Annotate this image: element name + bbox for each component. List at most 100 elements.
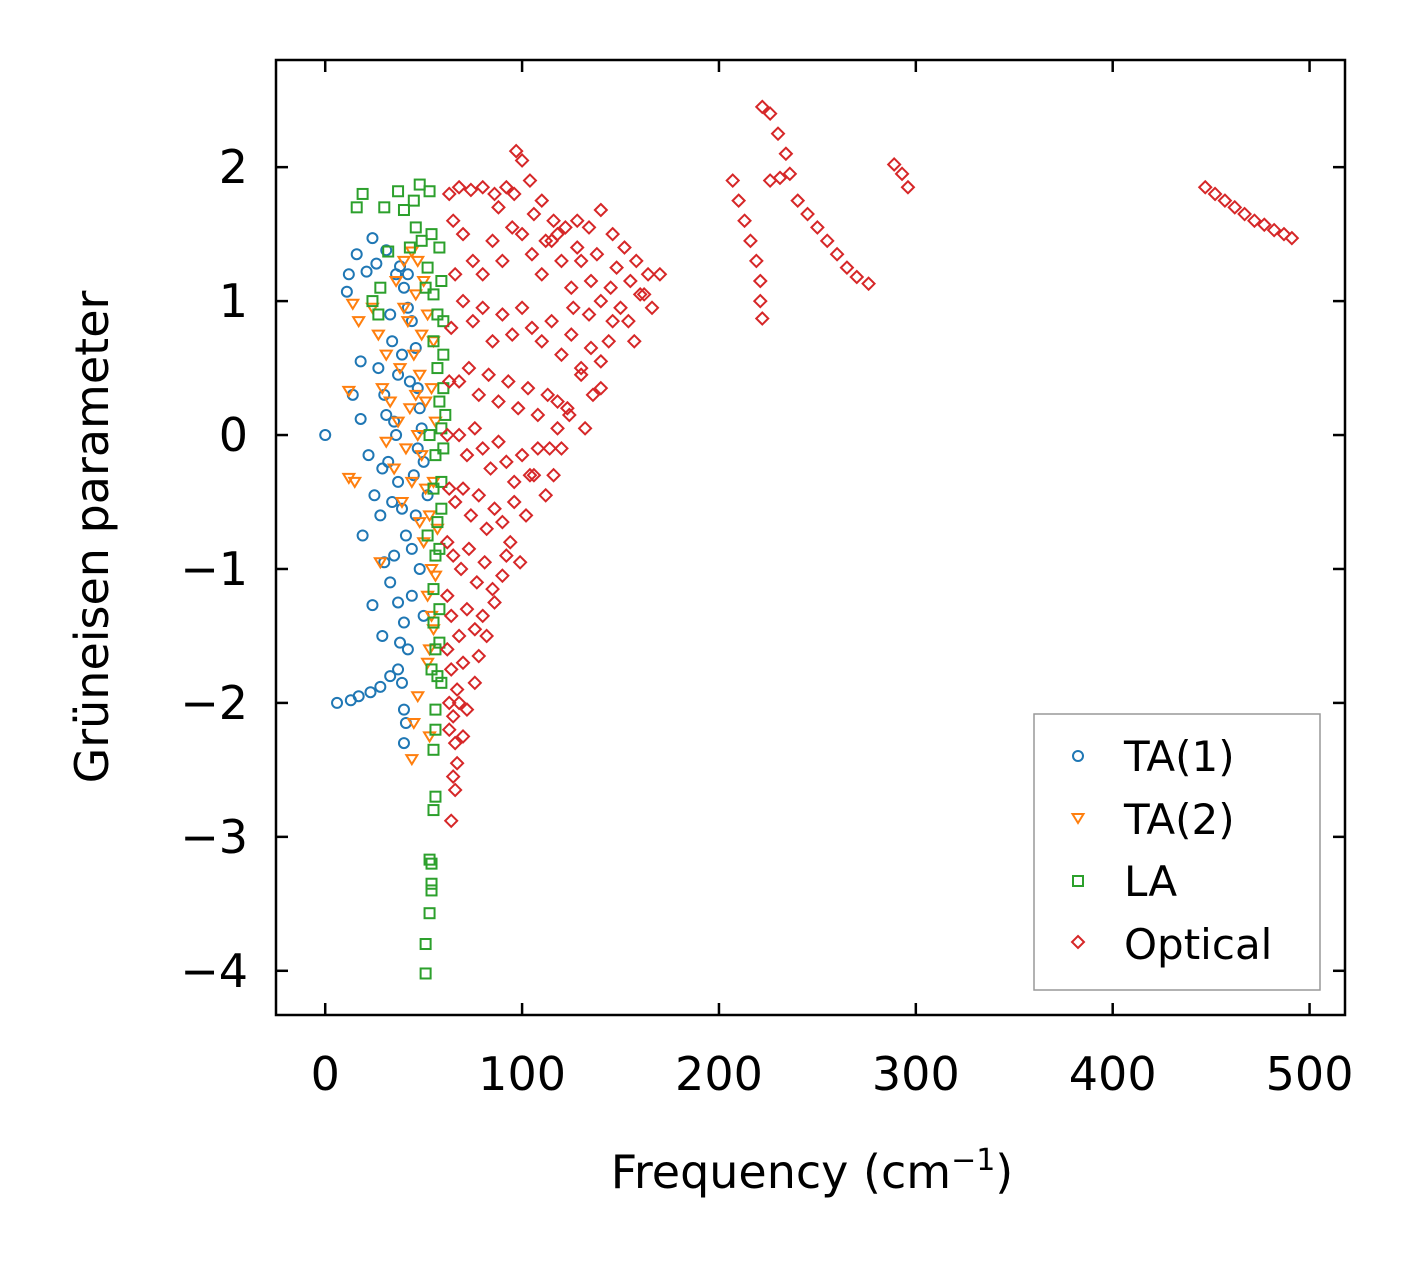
data-point	[752, 273, 768, 289]
data-point	[354, 412, 367, 425]
data-point	[514, 226, 530, 242]
data-point	[463, 182, 479, 198]
data-point	[441, 695, 457, 711]
data-point	[487, 501, 502, 517]
data-point	[829, 246, 845, 262]
data-point	[583, 340, 599, 356]
data-point	[352, 690, 365, 703]
data-point	[378, 436, 394, 449]
data-point	[420, 309, 435, 322]
data-point	[550, 394, 565, 409]
data-point	[397, 204, 410, 217]
data-point	[754, 99, 770, 115]
data-point	[449, 755, 465, 771]
y-tick-label: −1	[180, 542, 248, 596]
data-point	[407, 194, 420, 207]
data-point	[510, 400, 526, 416]
data-point	[397, 703, 410, 716]
data-point	[459, 447, 475, 463]
series-ta2	[341, 246, 445, 767]
data-point	[508, 143, 524, 159]
data-point	[782, 166, 798, 182]
data-point	[494, 514, 510, 530]
data-point	[762, 173, 778, 188]
data-point	[396, 255, 412, 268]
data-point	[371, 329, 386, 342]
data-point	[593, 202, 609, 218]
data-point	[431, 516, 444, 529]
data-point	[1256, 217, 1272, 233]
data-point	[370, 257, 383, 270]
data-point	[378, 349, 394, 362]
data-point	[429, 790, 442, 803]
data-point	[425, 857, 438, 870]
data-point	[374, 281, 387, 294]
data-point	[514, 447, 530, 463]
data-point	[341, 385, 357, 398]
data-point	[778, 146, 794, 162]
data-point	[433, 241, 446, 254]
data-point	[581, 220, 597, 235]
data-point	[392, 596, 405, 609]
y-tick-label: 1	[219, 274, 248, 328]
data-point	[382, 245, 395, 258]
y-tick-label: −4	[180, 944, 248, 998]
data-point	[420, 657, 435, 670]
data-point	[455, 293, 471, 309]
data-point	[583, 273, 599, 289]
data-point	[413, 178, 426, 191]
x-axis-label-exponent: −1	[951, 1143, 995, 1178]
y-tick-label: 2	[219, 140, 248, 194]
data-point	[640, 266, 656, 282]
data-point	[433, 603, 446, 616]
data-point	[368, 489, 381, 502]
data-point	[554, 253, 569, 269]
data-point	[475, 300, 491, 316]
data-point	[384, 576, 397, 589]
data-point	[397, 616, 410, 629]
data-point	[593, 353, 609, 369]
data-point	[447, 266, 463, 282]
data-point	[459, 601, 475, 617]
data-point	[538, 233, 554, 249]
data-point	[427, 335, 440, 348]
data-point	[534, 266, 550, 282]
data-point	[475, 179, 491, 195]
data-point	[435, 422, 448, 435]
data-point	[554, 441, 569, 456]
data-point	[431, 362, 444, 375]
data-point	[421, 529, 434, 542]
data-point	[1247, 213, 1262, 229]
data-point	[483, 461, 499, 476]
data-point	[392, 185, 405, 198]
data-point	[386, 496, 399, 509]
data-point	[504, 327, 520, 342]
x-tick-label: 0	[311, 1047, 340, 1101]
data-point	[435, 676, 448, 689]
data-point	[772, 170, 788, 186]
data-point	[573, 360, 589, 376]
data-point	[443, 813, 459, 829]
data-point	[397, 737, 410, 750]
data-point	[550, 226, 565, 242]
data-point	[374, 680, 387, 693]
data-point	[437, 315, 450, 328]
data-point	[378, 201, 391, 214]
x-tick-label: 500	[1266, 1047, 1354, 1101]
data-point	[365, 302, 380, 315]
data-point	[405, 589, 418, 602]
data-point	[526, 206, 542, 222]
legend-entry-la: LA	[1072, 857, 1177, 906]
data-point	[340, 285, 353, 298]
data-point	[439, 588, 455, 604]
data-point	[546, 467, 561, 483]
data-point	[409, 341, 422, 354]
legend-marker-ta2	[1070, 813, 1086, 825]
data-point	[405, 542, 418, 555]
data-point	[416, 276, 431, 288]
data-point	[475, 441, 491, 456]
data-point	[439, 641, 455, 657]
data-point	[429, 449, 442, 462]
data-point	[428, 416, 443, 429]
data-point	[388, 276, 404, 288]
